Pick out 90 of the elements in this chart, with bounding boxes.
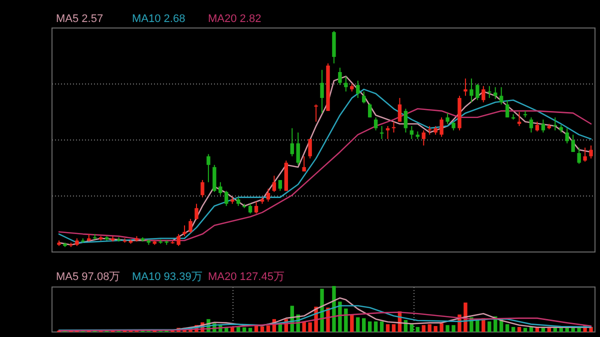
candlestick <box>535 121 540 132</box>
bar <box>278 324 282 332</box>
candlestick <box>254 201 258 214</box>
bar <box>302 321 306 332</box>
candlestick <box>248 203 252 214</box>
bar <box>350 314 354 332</box>
bar <box>517 326 522 332</box>
candlestick <box>188 218 192 234</box>
bar <box>374 321 378 332</box>
bar <box>422 325 426 332</box>
bar <box>428 324 432 332</box>
bar <box>362 318 366 332</box>
text: MA5 97.08万 <box>56 271 120 283</box>
candlestick <box>302 156 306 172</box>
bar <box>410 324 414 332</box>
bar <box>488 321 492 332</box>
candlestick <box>338 67 342 86</box>
text: MA20 127.45万 <box>208 271 284 283</box>
text: MA5 2.57 <box>56 13 104 25</box>
candlestick <box>440 116 444 138</box>
candlestick <box>344 76 348 92</box>
candlestick <box>182 224 186 237</box>
bar <box>260 326 264 332</box>
candlestick <box>200 180 204 198</box>
bar <box>434 326 438 332</box>
candlestick <box>296 132 300 166</box>
candlestick <box>565 128 569 144</box>
bar <box>523 328 528 332</box>
bar <box>446 325 450 332</box>
bar <box>242 327 246 332</box>
candlestick <box>505 100 510 118</box>
candlestick <box>314 104 318 122</box>
candlestick <box>499 86 504 105</box>
bar <box>452 325 456 332</box>
bar <box>380 321 384 332</box>
candlestick <box>362 90 366 104</box>
text: MA10 2.68 <box>132 13 186 25</box>
bar <box>254 326 258 332</box>
bar <box>248 328 252 332</box>
bar <box>332 286 336 332</box>
candlestick <box>224 190 228 206</box>
candlestick <box>290 128 294 157</box>
candlestick <box>194 203 198 220</box>
bar <box>344 308 348 332</box>
candlestick <box>422 130 426 146</box>
bar <box>386 324 390 332</box>
candlestick <box>541 119 546 134</box>
candlestick <box>482 86 486 103</box>
candlestick <box>476 83 480 101</box>
bar <box>392 324 396 332</box>
candlestick <box>368 102 372 118</box>
text: MA20 2.82 <box>208 13 262 25</box>
candlestick <box>446 112 450 124</box>
candlestick <box>529 116 534 134</box>
candlestick <box>583 147 587 162</box>
candlestick <box>278 180 282 192</box>
bar <box>308 322 312 332</box>
candlestick <box>464 78 468 96</box>
bar <box>476 320 480 332</box>
candlestick <box>212 164 216 192</box>
candlestick <box>470 78 474 103</box>
candlestick <box>206 154 210 183</box>
candlestick <box>356 80 360 98</box>
candlestick <box>589 144 593 159</box>
bar <box>416 326 420 332</box>
candlestick <box>308 138 312 159</box>
candlestick <box>320 69 324 114</box>
text: MA10 93.39万 <box>132 271 202 283</box>
bar <box>368 321 372 332</box>
bar <box>440 323 444 332</box>
candlestick <box>386 126 390 140</box>
bar <box>230 327 234 332</box>
bar <box>266 326 270 332</box>
bar <box>511 326 516 332</box>
candlestick <box>266 188 270 202</box>
candlestick <box>374 116 378 131</box>
candlestick <box>176 234 180 246</box>
candlestick <box>517 112 522 127</box>
bar <box>505 324 510 332</box>
candlestick <box>404 108 408 134</box>
bar <box>236 326 240 332</box>
bar <box>356 317 360 332</box>
candlestick <box>218 182 222 196</box>
candlestick <box>398 97 402 122</box>
candlestick <box>272 175 276 192</box>
bar <box>320 288 324 332</box>
bar <box>338 302 342 332</box>
candlestick <box>494 86 498 100</box>
candlestick <box>571 134 575 152</box>
candlestick <box>577 147 581 164</box>
